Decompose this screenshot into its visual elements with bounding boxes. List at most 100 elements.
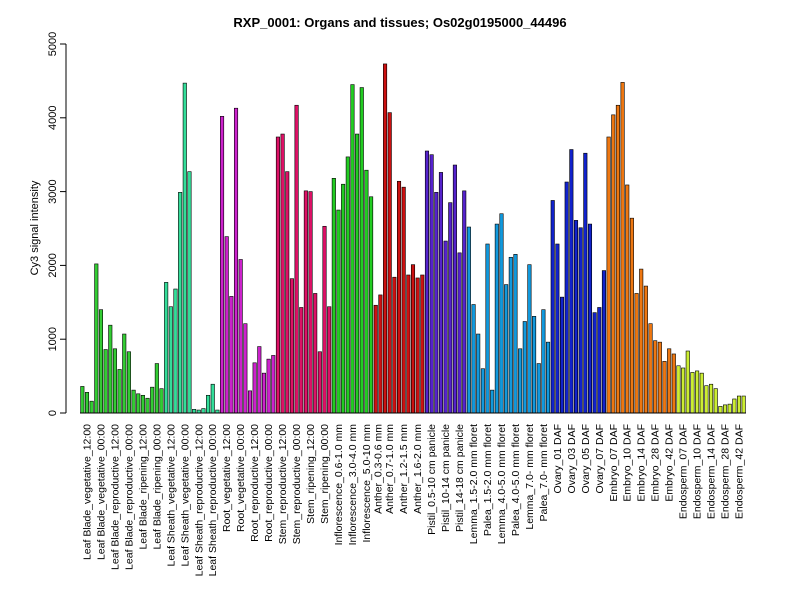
bar bbox=[136, 393, 141, 414]
bar bbox=[206, 394, 211, 414]
bar bbox=[508, 256, 513, 414]
x-tick-label: Root_vegetative_00:00 bbox=[235, 424, 247, 532]
bar bbox=[331, 178, 336, 414]
bar bbox=[615, 104, 620, 414]
bar bbox=[164, 282, 169, 414]
bar bbox=[676, 365, 681, 414]
x-tick-label: Pistil_14-18 cm panicle bbox=[454, 424, 466, 532]
bar bbox=[261, 372, 266, 414]
x-tick-label: Leaf Sheath_vegetative_00:00 bbox=[179, 424, 191, 567]
bar bbox=[736, 395, 742, 414]
bar bbox=[667, 348, 672, 414]
bar bbox=[499, 213, 504, 414]
bar bbox=[317, 351, 322, 414]
x-tick-label: Endosperm_42 DAF bbox=[734, 424, 746, 519]
bar bbox=[341, 183, 346, 414]
bar bbox=[424, 150, 429, 414]
bar bbox=[546, 341, 551, 414]
x-tick-label: Palea_4.0-5.0 mm floret bbox=[510, 424, 522, 536]
x-tick-label: Leaf Sheath_reproductive_12:00 bbox=[193, 424, 205, 577]
y-axis: 0 1000 2000 3000 4000 5000 bbox=[47, 32, 67, 416]
y-tick-label: 4000 bbox=[47, 106, 59, 130]
x-tick-label: Leaf Blade_reproductive_00:00 bbox=[123, 424, 135, 570]
x-tick-label: Lemma_7.0- mm floret bbox=[524, 424, 536, 530]
y-axis-label: Cy3 signal intensity bbox=[29, 180, 41, 275]
y-tick-label: 0 bbox=[47, 410, 59, 416]
y-tick-label: 5000 bbox=[47, 32, 59, 56]
x-tick-label: Ovary_07 DAF bbox=[594, 424, 606, 493]
bar bbox=[369, 196, 374, 414]
x-tick-label: Embryo_42 DAF bbox=[664, 424, 676, 502]
bar bbox=[289, 278, 294, 414]
bar bbox=[122, 333, 127, 414]
bar bbox=[620, 82, 625, 414]
bar bbox=[112, 348, 117, 414]
bar bbox=[629, 217, 634, 414]
bar bbox=[648, 323, 653, 414]
bar bbox=[709, 383, 714, 414]
x-tick-label: Pistil_10-14 cm panicle bbox=[440, 424, 452, 532]
bar bbox=[713, 388, 718, 414]
bar bbox=[601, 270, 606, 414]
bar bbox=[173, 288, 178, 414]
bar bbox=[220, 116, 225, 414]
bar bbox=[480, 368, 485, 414]
bar bbox=[159, 388, 164, 414]
bar bbox=[671, 353, 676, 414]
bar bbox=[233, 107, 239, 414]
x-tick-label: Pistil_0.5-10 cm panicle bbox=[426, 424, 438, 535]
bar bbox=[313, 293, 318, 414]
bar bbox=[550, 200, 555, 414]
bar bbox=[178, 192, 183, 414]
bar bbox=[494, 223, 499, 414]
bar bbox=[587, 223, 593, 414]
bar bbox=[238, 259, 243, 414]
bar bbox=[89, 400, 94, 414]
bar bbox=[355, 133, 360, 414]
x-tick-label: Endosperm_14 DAF bbox=[706, 424, 718, 519]
bar bbox=[80, 386, 85, 414]
bar bbox=[108, 324, 113, 414]
bar bbox=[657, 341, 662, 414]
x-tick-label: Inflorescence_0.6-1.0 mm bbox=[333, 424, 345, 546]
x-tick-label: Ovary_01 DAF bbox=[552, 424, 564, 493]
x-tick-label: Root_reproductive_12:00 bbox=[249, 424, 261, 542]
bar bbox=[359, 87, 364, 414]
bar bbox=[396, 180, 402, 414]
bar bbox=[285, 171, 290, 414]
x-tick-label: Ovary_03 DAF bbox=[566, 424, 578, 493]
bar bbox=[350, 84, 355, 414]
bar bbox=[685, 350, 690, 414]
bar bbox=[98, 309, 103, 414]
bar bbox=[597, 307, 602, 414]
bar bbox=[201, 408, 206, 414]
y-tick-label: 3000 bbox=[47, 179, 59, 203]
x-tick-label: Anther_1.2-1.5 mm bbox=[398, 424, 410, 514]
bar bbox=[448, 202, 453, 414]
bar bbox=[741, 395, 746, 414]
bar bbox=[410, 264, 416, 414]
bar bbox=[145, 397, 150, 414]
bar bbox=[718, 406, 723, 414]
bar bbox=[383, 63, 388, 414]
bar bbox=[94, 263, 99, 414]
bar bbox=[485, 243, 490, 414]
bar bbox=[471, 304, 476, 414]
bar bbox=[345, 156, 350, 414]
x-tick-label: Anther_0.7-1.0 mm bbox=[384, 424, 396, 514]
bar bbox=[257, 346, 262, 414]
x-tick-label: Leaf Blade_ripening_12:00 bbox=[137, 424, 149, 550]
bar bbox=[373, 304, 378, 414]
bar bbox=[210, 383, 215, 414]
bar bbox=[732, 398, 737, 414]
chart-title: RXP_0001: Organs and tissues; Os02g01950… bbox=[233, 15, 566, 30]
bar bbox=[536, 363, 541, 414]
bar bbox=[299, 307, 304, 414]
bar bbox=[518, 348, 523, 414]
bar bbox=[322, 225, 327, 414]
bar bbox=[681, 367, 686, 414]
bar bbox=[280, 133, 285, 414]
bar bbox=[695, 370, 700, 414]
x-tick-label: Lemma_4.0-5.0 mm floret bbox=[496, 424, 508, 544]
